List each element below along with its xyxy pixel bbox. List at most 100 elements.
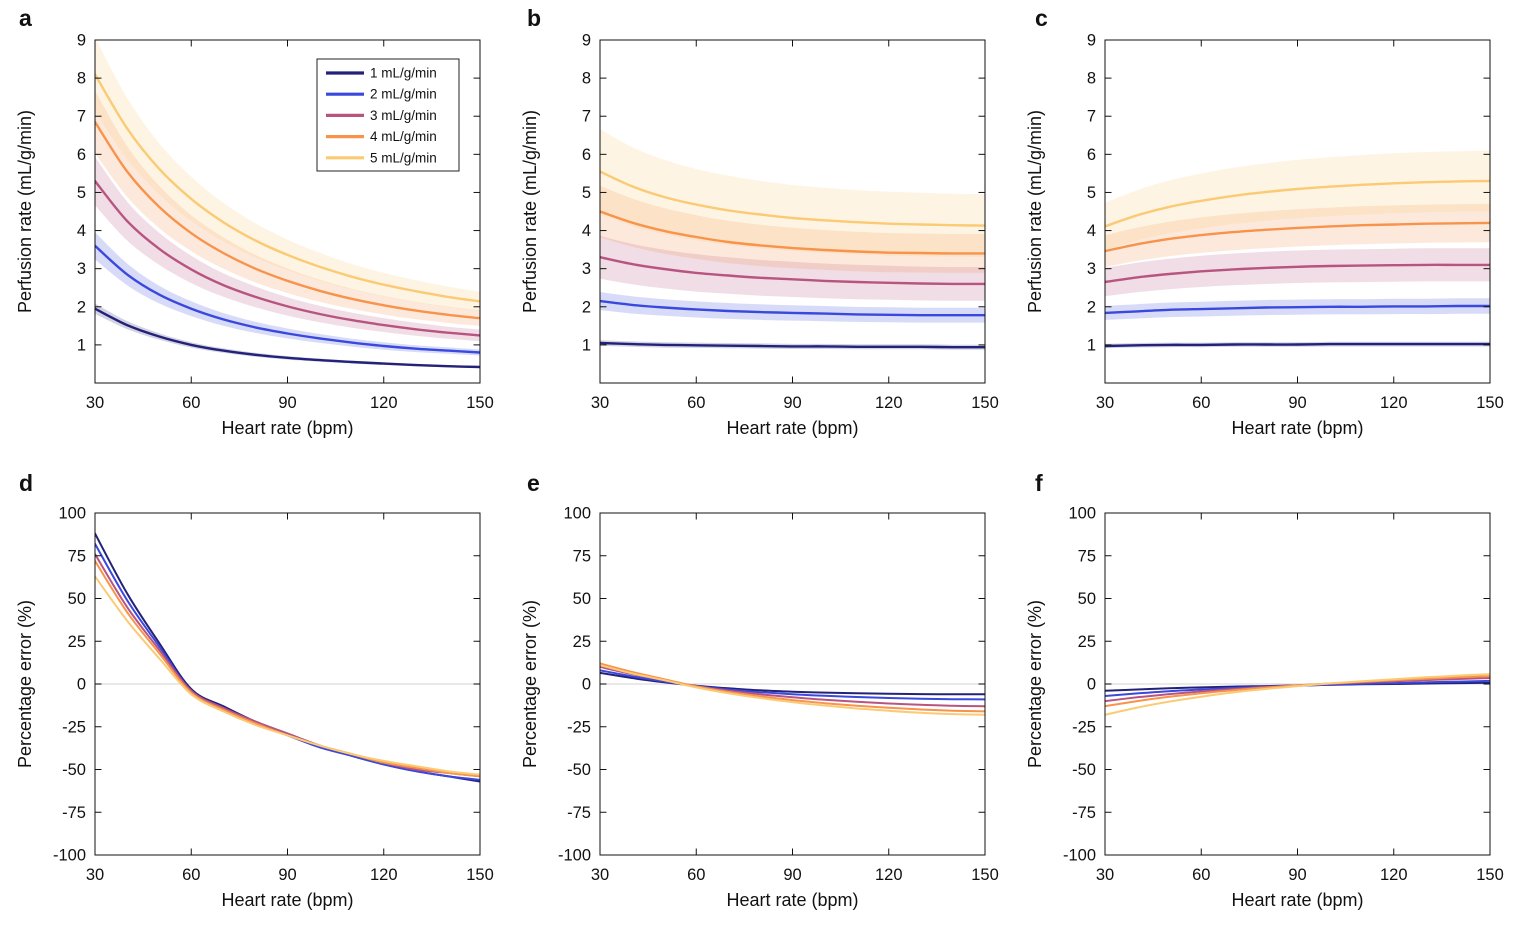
svg-text:120: 120 xyxy=(370,394,398,412)
svg-text:6: 6 xyxy=(582,146,591,164)
svg-text:-50: -50 xyxy=(567,761,591,779)
svg-text:1: 1 xyxy=(582,336,591,354)
chart-svg-c: 30 60 90 120 150 1 2 3 4 5 6 7 8 9 Heart rate (bpm) Per… xyxy=(1025,32,1504,439)
svg-text:60: 60 xyxy=(1192,866,1210,884)
chart-svg-a: 30 60 90 120 150 1 2 3 4 5 6 7 8 9 Heart rate (bpm) Per… xyxy=(15,32,494,439)
svg-text:-100: -100 xyxy=(558,847,591,865)
panel-b: 30 60 90 120 150 1 2 3 4 5 6 7 8 9 Heart rate (bpm) Per… xyxy=(508,0,1016,465)
svg-text:75: 75 xyxy=(68,547,86,565)
chart-svg-b: 30 60 90 120 150 1 2 3 4 5 6 7 8 9 Heart rate (bpm) Per… xyxy=(520,32,999,439)
svg-text:-75: -75 xyxy=(567,804,591,822)
chart-svg-e: 30 60 90 120 150 -100 -75 -50 -25 0 25 50 75 100 Heart… xyxy=(520,505,999,911)
svg-text:30: 30 xyxy=(86,866,104,884)
svg-text:120: 120 xyxy=(370,866,398,884)
svg-text:2: 2 xyxy=(582,298,591,316)
chart-svg-f: 30 60 90 120 150 -100 -75 -50 -25 0 25 50 75 100 Heart… xyxy=(1025,505,1504,911)
svg-text:30: 30 xyxy=(1096,866,1114,884)
panel-f: 30 60 90 120 150 -100 -75 -50 -25 0 25 50 75 100 Heart… xyxy=(1016,465,1524,930)
svg-text:-25: -25 xyxy=(1072,718,1096,736)
svg-text:100: 100 xyxy=(563,505,591,523)
svg-text:0: 0 xyxy=(1087,676,1096,694)
svg-text:6: 6 xyxy=(1087,146,1096,164)
svg-text:25: 25 xyxy=(68,633,86,651)
svg-text:4: 4 xyxy=(582,222,591,240)
svg-text:8: 8 xyxy=(77,70,86,88)
svg-text:7: 7 xyxy=(77,108,86,126)
svg-text:1: 1 xyxy=(1087,336,1096,354)
svg-text:Heart rate (bpm): Heart rate (bpm) xyxy=(726,418,858,438)
svg-text:90: 90 xyxy=(783,394,801,412)
svg-text:75: 75 xyxy=(1078,547,1096,565)
svg-text:9: 9 xyxy=(77,32,86,50)
svg-text:150: 150 xyxy=(1476,866,1504,884)
svg-text:3: 3 xyxy=(77,260,86,278)
svg-text:2: 2 xyxy=(77,298,86,316)
svg-text:9: 9 xyxy=(1087,32,1096,50)
svg-text:60: 60 xyxy=(182,394,200,412)
panel-letter-e: e xyxy=(527,470,540,496)
panel-letter-d: d xyxy=(19,470,34,496)
chart-svg-d: 30 60 90 120 150 -100 -75 -50 -25 0 25 50 75 100 Heart… xyxy=(15,505,494,911)
svg-text:50: 50 xyxy=(573,590,591,608)
svg-text:60: 60 xyxy=(687,394,705,412)
svg-text:2: 2 xyxy=(1087,298,1096,316)
svg-text:-25: -25 xyxy=(567,718,591,736)
svg-text:7: 7 xyxy=(582,108,591,126)
svg-text:8: 8 xyxy=(582,70,591,88)
svg-text:Heart rate (bpm): Heart rate (bpm) xyxy=(221,418,353,438)
svg-text:3: 3 xyxy=(1087,260,1096,278)
svg-text:0: 0 xyxy=(582,676,591,694)
svg-text:90: 90 xyxy=(1288,394,1306,412)
svg-text:150: 150 xyxy=(1476,394,1504,412)
svg-text:Percentage error (%): Percentage error (%) xyxy=(1025,600,1045,768)
svg-text:8: 8 xyxy=(1087,70,1096,88)
svg-text:-50: -50 xyxy=(1072,761,1096,779)
panel-letter-c: c xyxy=(1035,5,1048,31)
svg-text:-100: -100 xyxy=(1063,847,1096,865)
svg-text:90: 90 xyxy=(1288,866,1306,884)
svg-text:0: 0 xyxy=(77,676,86,694)
svg-text:50: 50 xyxy=(68,590,86,608)
panel-d: 30 60 90 120 150 -100 -75 -50 -25 0 25 50 75 100 Heart… xyxy=(0,465,508,930)
svg-text:30: 30 xyxy=(591,394,609,412)
svg-text:25: 25 xyxy=(1078,633,1096,651)
svg-text:1 mL/g/min: 1 mL/g/min xyxy=(370,66,437,81)
svg-text:30: 30 xyxy=(591,866,609,884)
svg-text:9: 9 xyxy=(582,32,591,50)
svg-text:30: 30 xyxy=(1096,394,1114,412)
svg-text:Heart rate (bpm): Heart rate (bpm) xyxy=(221,890,353,910)
svg-text:75: 75 xyxy=(573,547,591,565)
panel-e: 30 60 90 120 150 -100 -75 -50 -25 0 25 50 75 100 Heart… xyxy=(508,465,1016,930)
svg-text:7: 7 xyxy=(1087,108,1096,126)
svg-text:5 mL/g/min: 5 mL/g/min xyxy=(370,150,437,165)
svg-text:100: 100 xyxy=(58,505,86,523)
svg-text:-25: -25 xyxy=(62,718,86,736)
panel-a: 30 60 90 120 150 1 2 3 4 5 6 7 8 9 Heart rate (bpm) Per… xyxy=(0,0,508,465)
svg-text:4 mL/g/min: 4 mL/g/min xyxy=(370,129,437,144)
svg-text:6: 6 xyxy=(77,146,86,164)
svg-text:150: 150 xyxy=(466,866,494,884)
svg-text:-75: -75 xyxy=(62,804,86,822)
svg-text:2 mL/g/min: 2 mL/g/min xyxy=(370,87,437,102)
panel-letter-b: b xyxy=(527,5,542,31)
svg-text:120: 120 xyxy=(1380,394,1408,412)
svg-text:3 mL/g/min: 3 mL/g/min xyxy=(370,108,437,123)
svg-text:Heart rate (bpm): Heart rate (bpm) xyxy=(1231,890,1363,910)
svg-text:90: 90 xyxy=(278,394,296,412)
svg-text:1: 1 xyxy=(77,336,86,354)
svg-text:-50: -50 xyxy=(62,761,86,779)
svg-text:120: 120 xyxy=(875,866,903,884)
svg-text:120: 120 xyxy=(1380,866,1408,884)
panel-letter-f: f xyxy=(1035,470,1043,496)
panel-c: 30 60 90 120 150 1 2 3 4 5 6 7 8 9 Heart rate (bpm) Per… xyxy=(1016,0,1524,465)
svg-text:-100: -100 xyxy=(53,847,86,865)
svg-text:Percentage error (%): Percentage error (%) xyxy=(520,600,540,768)
svg-text:120: 120 xyxy=(875,394,903,412)
svg-text:60: 60 xyxy=(1192,394,1210,412)
svg-text:50: 50 xyxy=(1078,590,1096,608)
svg-text:90: 90 xyxy=(783,866,801,884)
svg-text:5: 5 xyxy=(77,184,86,202)
svg-text:25: 25 xyxy=(573,633,591,651)
svg-text:Percentage error (%): Percentage error (%) xyxy=(15,600,35,768)
svg-text:-75: -75 xyxy=(1072,804,1096,822)
